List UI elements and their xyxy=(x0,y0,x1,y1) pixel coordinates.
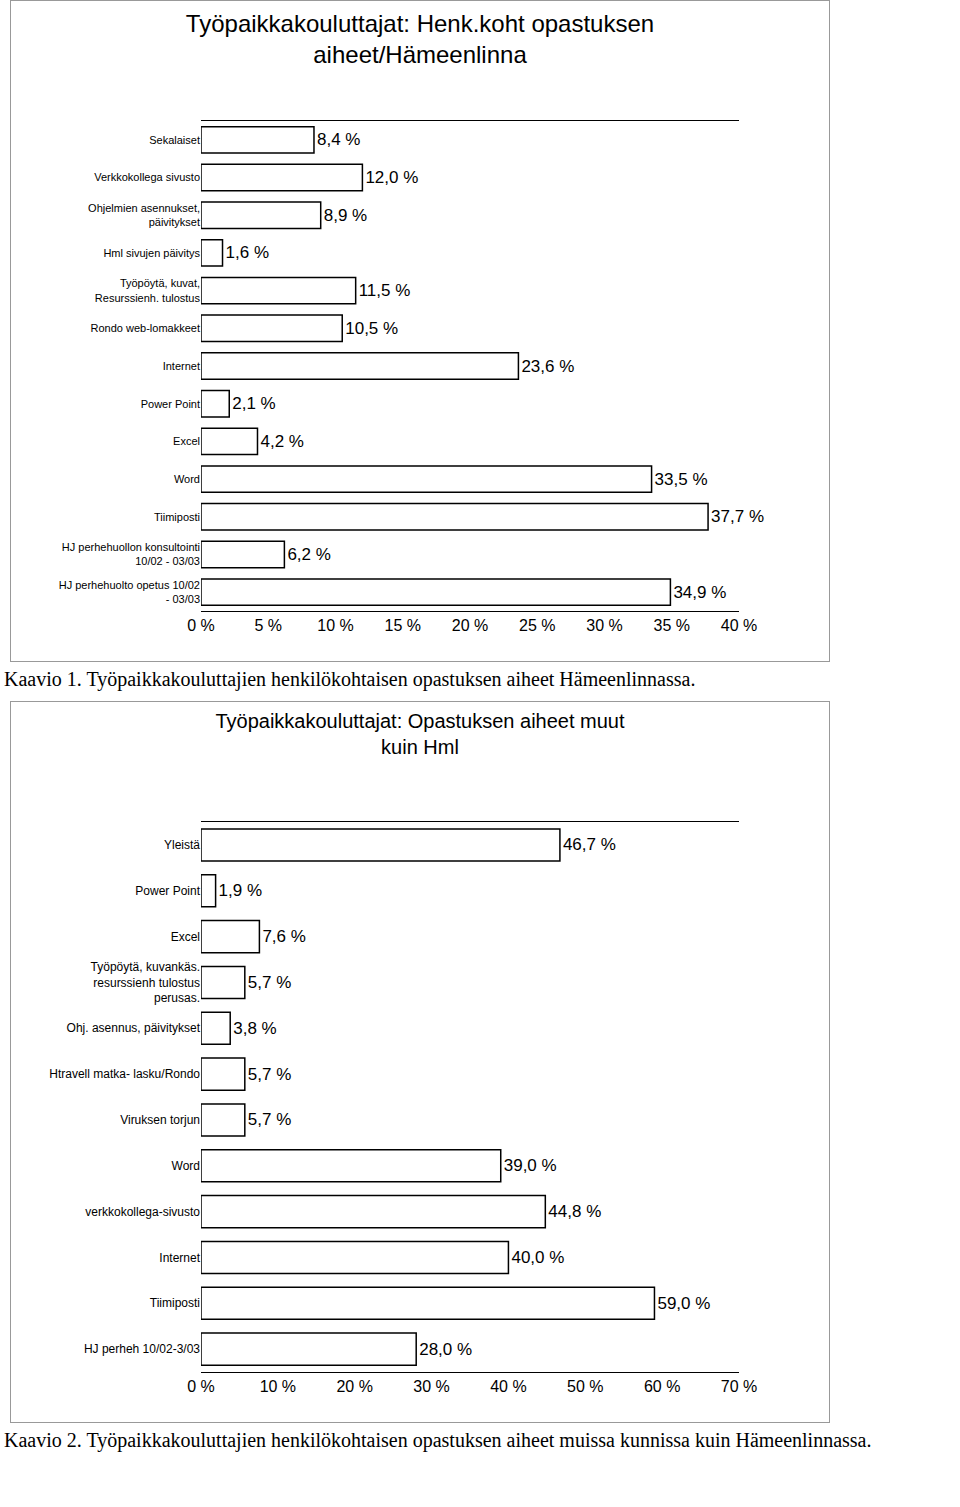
svg-text:50 %: 50 % xyxy=(567,1378,603,1395)
svg-text:33,5 %: 33,5 % xyxy=(655,470,708,489)
svg-text:0 %: 0 % xyxy=(187,617,215,634)
svg-text:1,6 %: 1,6 % xyxy=(226,243,269,262)
svg-text:Excel: Excel xyxy=(171,930,200,944)
svg-text:Internet: Internet xyxy=(159,1251,200,1265)
svg-text:5,7 %: 5,7 % xyxy=(248,973,291,992)
svg-text:8,9 %: 8,9 % xyxy=(324,206,367,225)
svg-text:28,0 %: 28,0 % xyxy=(419,1340,472,1359)
svg-text:10 %: 10 % xyxy=(317,617,353,634)
svg-text:8,4 %: 8,4 % xyxy=(317,130,360,149)
svg-text:59,0 %: 59,0 % xyxy=(657,1294,710,1313)
svg-text:5,7 %: 5,7 % xyxy=(248,1110,291,1129)
svg-text:40 %: 40 % xyxy=(721,617,757,634)
svg-text:1,9 %: 1,9 % xyxy=(219,881,262,900)
svg-text:2,1 %: 2,1 % xyxy=(232,394,275,413)
svg-text:10 %: 10 % xyxy=(260,1378,296,1395)
svg-text:Verkkokollega sivusto: Verkkokollega sivusto xyxy=(94,171,200,183)
svg-text:Työpöytä, kuvat,Resurssienh. t: Työpöytä, kuvat,Resurssienh. tulostus xyxy=(95,277,201,303)
svg-text:Työpaikkakouluttajat: Henk.koh: Työpaikkakouluttajat: Henk.koht opastuks… xyxy=(186,10,654,68)
svg-text:5,7 %: 5,7 % xyxy=(248,1065,291,1084)
svg-text:HJ perhehuolto opetus 10/02- 0: HJ perhehuolto opetus 10/02- 03/03 xyxy=(59,579,200,605)
svg-text:Työpaikkakouluttajat: Opastuks: Työpaikkakouluttajat: Opastuksen aiheet … xyxy=(215,710,625,758)
svg-text:5 %: 5 % xyxy=(254,617,282,634)
svg-text:HJ perhehuollon konsultointi10: HJ perhehuollon konsultointi10/02 - 03/0… xyxy=(62,541,200,567)
svg-text:Työpöytä, kuvankäs.resurssienh: Työpöytä, kuvankäs.resurssienh tulostusp… xyxy=(91,960,200,1005)
svg-text:Power Point: Power Point xyxy=(141,398,200,410)
svg-text:Viruksen torjun: Viruksen torjun xyxy=(120,1113,200,1127)
svg-text:12,0 %: 12,0 % xyxy=(365,168,418,187)
svg-text:35 %: 35 % xyxy=(654,617,690,634)
html-text:Kaavio 1. Työpaikkakouluttajie: Kaavio 1. Työpaikkakouluttajien henkilök… xyxy=(4,668,696,690)
svg-text:Word: Word xyxy=(174,473,200,485)
svg-text:34,9 %: 34,9 % xyxy=(673,583,726,602)
svg-text:4,2 %: 4,2 % xyxy=(260,432,303,451)
svg-text:Ohj. asennus, päivitykset: Ohj. asennus, päivitykset xyxy=(67,1021,201,1035)
svg-text:23,6 %: 23,6 % xyxy=(521,357,574,376)
svg-text:30 %: 30 % xyxy=(586,617,622,634)
svg-text:11,5 %: 11,5 % xyxy=(359,281,411,300)
svg-text:20 %: 20 % xyxy=(452,617,488,634)
svg-text:6,2 %: 6,2 % xyxy=(287,545,330,564)
svg-text:Power Point: Power Point xyxy=(135,884,200,898)
svg-text:Hml sivujen päivitys: Hml sivujen päivitys xyxy=(103,247,200,259)
svg-text:44,8 %: 44,8 % xyxy=(548,1202,601,1221)
svg-text:7,6 %: 7,6 % xyxy=(262,927,305,946)
svg-text:HJ perheh 10/02-3/03: HJ perheh 10/02-3/03 xyxy=(84,1342,200,1356)
svg-text:46,7 %: 46,7 % xyxy=(563,835,616,854)
svg-text:Rondo web-lomakkeet: Rondo web-lomakkeet xyxy=(91,322,200,334)
svg-text:Tiimiposti: Tiimiposti xyxy=(154,511,200,523)
svg-text:0 %: 0 % xyxy=(187,1378,215,1395)
svg-text:verkkokollega-sivusto: verkkokollega-sivusto xyxy=(85,1205,200,1219)
svg-text:39,0 %: 39,0 % xyxy=(504,1156,557,1175)
svg-text:37,7 %: 37,7 % xyxy=(711,507,764,526)
svg-text:40,0 %: 40,0 % xyxy=(511,1248,564,1267)
html-text:Kaavio 2. Työpaikkakouluttajie: Kaavio 2. Työpaikkakouluttajien henkilök… xyxy=(4,1429,872,1451)
svg-text:15 %: 15 % xyxy=(385,617,421,634)
svg-text:Tiimiposti: Tiimiposti xyxy=(150,1296,200,1310)
svg-text:20 %: 20 % xyxy=(336,1378,372,1395)
svg-text:25 %: 25 % xyxy=(519,617,555,634)
svg-text:Ohjelmien asennukset,päivityks: Ohjelmien asennukset,päivitykset xyxy=(88,202,200,228)
svg-text:Sekalaiset: Sekalaiset xyxy=(149,134,200,146)
svg-text:Internet: Internet xyxy=(163,360,200,372)
svg-text:40 %: 40 % xyxy=(490,1378,526,1395)
svg-text:30 %: 30 % xyxy=(413,1378,449,1395)
svg-text:3,8 %: 3,8 % xyxy=(233,1019,276,1038)
svg-text:70 %: 70 % xyxy=(721,1378,757,1395)
svg-text:Yleistä: Yleistä xyxy=(164,838,200,852)
svg-text:60 %: 60 % xyxy=(644,1378,680,1395)
svg-text:10,5 %: 10,5 % xyxy=(345,319,398,338)
svg-text:Word: Word xyxy=(172,1159,200,1173)
svg-text:Htravell matka- lasku/Rondo: Htravell matka- lasku/Rondo xyxy=(49,1067,200,1081)
svg-text:Excel: Excel xyxy=(173,435,200,447)
